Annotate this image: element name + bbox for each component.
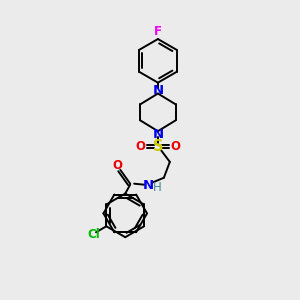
Text: H: H bbox=[153, 181, 161, 194]
Text: O: O bbox=[171, 140, 181, 152]
Text: S: S bbox=[153, 139, 163, 154]
Text: Cl: Cl bbox=[88, 228, 100, 241]
Text: N: N bbox=[152, 128, 164, 141]
Text: O: O bbox=[135, 140, 145, 152]
Text: N: N bbox=[152, 84, 164, 97]
Text: N: N bbox=[142, 179, 154, 192]
Text: F: F bbox=[154, 25, 162, 38]
Text: O: O bbox=[112, 159, 122, 172]
